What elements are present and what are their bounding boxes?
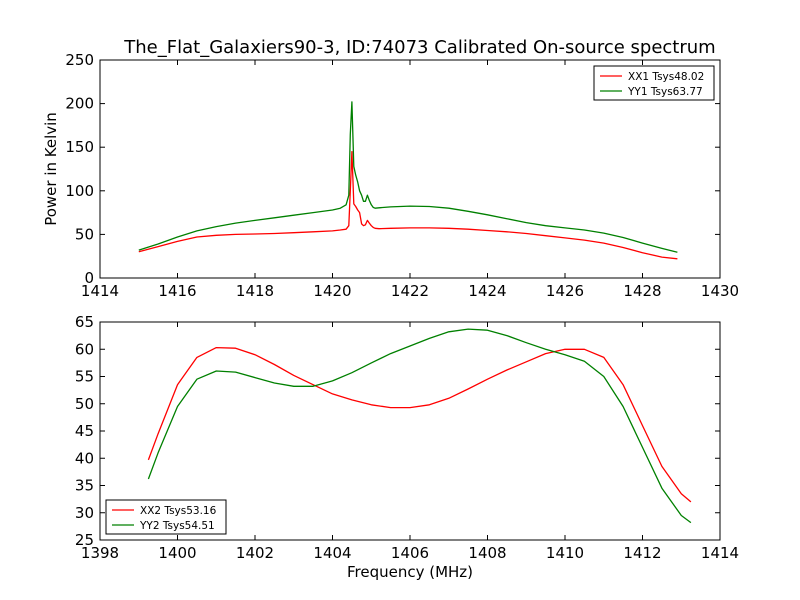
y-tick-label: 55 bbox=[75, 368, 94, 386]
x-tick-label: 1402 bbox=[236, 544, 274, 562]
chart-title: The_Flat_Galaxiers90-3, ID:74073 Calibra… bbox=[123, 37, 715, 58]
x-tick-label: 1406 bbox=[391, 544, 429, 562]
y-tick-label: 30 bbox=[75, 504, 94, 522]
y-tick-label: 150 bbox=[65, 138, 94, 156]
y-tick-label: 250 bbox=[65, 51, 94, 69]
x-tick-label: 1418 bbox=[236, 282, 274, 300]
x-tick-label: 1410 bbox=[546, 544, 584, 562]
y-tick-label: 0 bbox=[84, 269, 94, 287]
x-tick-label: 1414 bbox=[701, 544, 739, 562]
x-tick-label: 1428 bbox=[623, 282, 661, 300]
y-tick-label: 40 bbox=[75, 449, 94, 467]
legend-box bbox=[105, 499, 227, 535]
x-tick-label: 1398 bbox=[81, 544, 119, 562]
x-tick-label: 1416 bbox=[158, 282, 196, 300]
legend-label: YY2 Tsys54.51 bbox=[139, 520, 215, 532]
legend-label: XX1 Tsys48.02 bbox=[628, 71, 704, 83]
x-tick-label: 1408 bbox=[468, 544, 506, 562]
legend: XX2 Tsys53.16 YY2 Tsys54.51 bbox=[105, 499, 227, 535]
x-tick-label: 1412 bbox=[623, 544, 661, 562]
chart-2: 1398 1400 1402 1404 1406 1408 1410 1412 1414 25 30… bbox=[75, 313, 739, 581]
y-tick-label: 60 bbox=[75, 340, 94, 358]
legend-label: YY1 Tsys63.77 bbox=[627, 86, 703, 98]
legend-label: XX2 Tsys53.16 bbox=[140, 505, 217, 517]
legend-box bbox=[593, 65, 715, 101]
y-tick-label: 200 bbox=[65, 95, 94, 113]
chart-1: 1414 1416 1418 1420 1422 1424 1426 1428 1430 0 50 1… bbox=[42, 37, 739, 300]
x-axis-label: Frequency (MHz) bbox=[347, 563, 473, 581]
x-tick-label: 1426 bbox=[546, 282, 584, 300]
y-axis-label: Power in Kelvin bbox=[42, 112, 60, 226]
x-tick-label: 1424 bbox=[468, 282, 506, 300]
y-tick-label: 100 bbox=[65, 182, 94, 200]
series-line-2 bbox=[138, 101, 678, 253]
y-tick-label: 50 bbox=[75, 395, 94, 413]
y-tick-label: 50 bbox=[75, 225, 94, 243]
series-line-1 bbox=[147, 346, 692, 503]
x-tick-label: 1422 bbox=[391, 282, 429, 300]
series-line-2 bbox=[147, 328, 692, 524]
y-tick-label: 65 bbox=[75, 313, 94, 331]
x-tick-label: 1400 bbox=[158, 544, 196, 562]
y-tick-label: 35 bbox=[75, 477, 94, 495]
series-line-1 bbox=[138, 150, 678, 260]
legend: XX1 Tsys48.02 YY1 Tsys63.77 bbox=[593, 65, 715, 101]
x-tick-label: 1414 bbox=[81, 282, 119, 300]
y-tick-label: 45 bbox=[75, 422, 94, 440]
x-tick-label: 1420 bbox=[313, 282, 351, 300]
x-tick-label: 1430 bbox=[701, 282, 739, 300]
y-tick-label: 25 bbox=[75, 531, 94, 549]
x-tick-label: 1404 bbox=[313, 544, 351, 562]
